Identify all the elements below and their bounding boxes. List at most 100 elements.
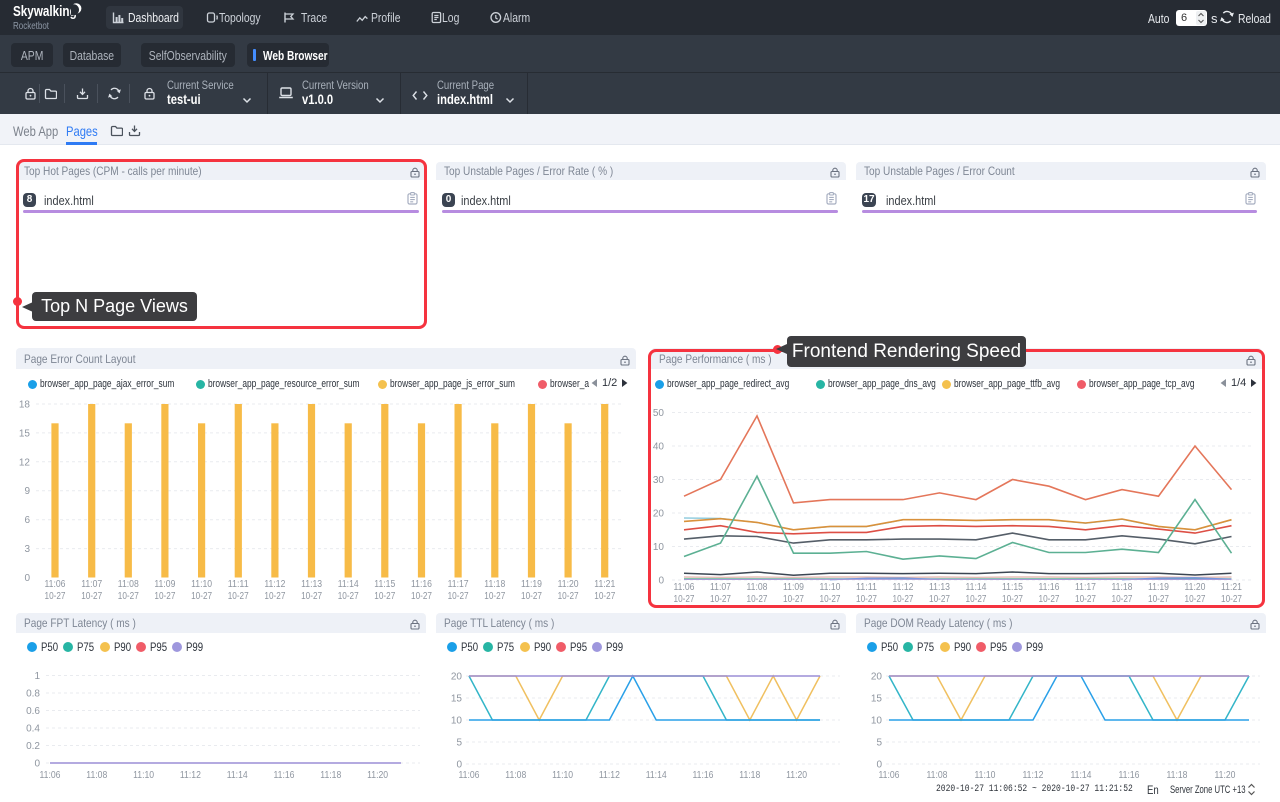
- svg-text:11:12: 11:12: [599, 770, 620, 781]
- svg-text:11:06: 11:06: [40, 770, 61, 781]
- svg-text:10-27: 10-27: [191, 591, 212, 602]
- svg-text:9: 9: [24, 486, 30, 497]
- svg-text:11:10: 11:10: [975, 770, 996, 781]
- svg-text:11:14: 11:14: [338, 579, 359, 590]
- svg-text:11:20: 11:20: [367, 770, 388, 781]
- svg-text:10-27: 10-27: [674, 594, 695, 605]
- svg-text:11:20: 11:20: [1215, 770, 1236, 781]
- svg-text:11:13: 11:13: [929, 582, 950, 593]
- svg-text:10-27: 10-27: [1221, 594, 1242, 605]
- svg-text:11:14: 11:14: [966, 582, 987, 593]
- svg-text:11:16: 11:16: [693, 770, 714, 781]
- svg-text:10-27: 10-27: [747, 594, 768, 605]
- svg-text:10-27: 10-27: [45, 591, 66, 602]
- svg-text:1: 1: [34, 671, 40, 682]
- svg-text:20: 20: [653, 509, 665, 520]
- svg-text:30: 30: [653, 475, 665, 486]
- svg-text:40: 40: [653, 442, 665, 453]
- svg-text:11:20: 11:20: [786, 770, 807, 781]
- svg-text:10: 10: [653, 542, 665, 553]
- svg-text:11:08: 11:08: [747, 582, 768, 593]
- svg-text:11:08: 11:08: [927, 770, 948, 781]
- svg-text:11:16: 11:16: [274, 770, 295, 781]
- svg-text:10-27: 10-27: [1002, 594, 1023, 605]
- svg-text:11:09: 11:09: [783, 582, 804, 593]
- svg-text:10-27: 10-27: [929, 594, 950, 605]
- svg-text:11:18: 11:18: [739, 770, 760, 781]
- svg-text:11:20: 11:20: [1185, 582, 1206, 593]
- svg-text:20: 20: [451, 672, 463, 683]
- svg-text:10-27: 10-27: [856, 594, 877, 605]
- svg-text:15: 15: [871, 694, 883, 705]
- svg-text:11:20: 11:20: [558, 579, 579, 590]
- svg-text:11:12: 11:12: [1023, 770, 1044, 781]
- svg-text:11:21: 11:21: [594, 579, 615, 590]
- svg-text:11:08: 11:08: [118, 579, 139, 590]
- svg-text:10: 10: [871, 716, 883, 727]
- svg-text:10-27: 10-27: [338, 591, 359, 602]
- svg-text:11:19: 11:19: [1148, 582, 1169, 593]
- svg-text:11:15: 11:15: [374, 579, 395, 590]
- svg-text:20: 20: [871, 672, 883, 683]
- svg-text:11:06: 11:06: [459, 770, 480, 781]
- svg-text:10-27: 10-27: [264, 591, 285, 602]
- svg-text:11:17: 11:17: [1075, 582, 1096, 593]
- svg-text:11:06: 11:06: [45, 579, 66, 590]
- svg-text:10-27: 10-27: [783, 594, 804, 605]
- svg-text:11:12: 11:12: [264, 579, 285, 590]
- svg-text:11:18: 11:18: [484, 579, 505, 590]
- svg-text:11:16: 11:16: [411, 579, 432, 590]
- svg-text:11:08: 11:08: [86, 770, 107, 781]
- svg-text:3: 3: [24, 544, 30, 555]
- svg-text:10-27: 10-27: [710, 594, 731, 605]
- svg-text:11:15: 11:15: [1002, 582, 1023, 593]
- svg-text:10: 10: [451, 716, 463, 727]
- svg-text:10-27: 10-27: [374, 591, 395, 602]
- svg-text:11:06: 11:06: [879, 770, 900, 781]
- svg-text:11:14: 11:14: [646, 770, 667, 781]
- svg-text:10-27: 10-27: [1185, 594, 1206, 605]
- svg-text:11:14: 11:14: [1071, 770, 1092, 781]
- svg-text:10-27: 10-27: [301, 591, 322, 602]
- svg-text:11:18: 11:18: [320, 770, 341, 781]
- svg-text:11:10: 11:10: [820, 582, 841, 593]
- svg-text:10-27: 10-27: [411, 591, 432, 602]
- svg-text:11:12: 11:12: [180, 770, 201, 781]
- svg-text:50: 50: [653, 408, 665, 419]
- svg-text:11:14: 11:14: [227, 770, 248, 781]
- svg-text:11:18: 11:18: [1112, 582, 1133, 593]
- svg-text:11:18: 11:18: [1167, 770, 1188, 781]
- svg-text:11:06: 11:06: [674, 582, 695, 593]
- svg-text:11:16: 11:16: [1119, 770, 1140, 781]
- svg-text:10-27: 10-27: [820, 594, 841, 605]
- svg-text:0.8: 0.8: [26, 689, 40, 700]
- svg-text:11:10: 11:10: [133, 770, 154, 781]
- svg-text:10-27: 10-27: [81, 591, 102, 602]
- svg-text:11:09: 11:09: [154, 579, 175, 590]
- svg-text:11:11: 11:11: [228, 579, 249, 590]
- svg-text:10-27: 10-27: [118, 591, 139, 602]
- svg-text:11:21: 11:21: [1221, 582, 1242, 593]
- svg-text:11:07: 11:07: [81, 579, 102, 590]
- svg-text:10-27: 10-27: [1112, 594, 1133, 605]
- svg-text:18: 18: [19, 400, 31, 411]
- svg-text:0: 0: [24, 573, 30, 584]
- svg-text:10-27: 10-27: [1075, 594, 1096, 605]
- svg-text:0.2: 0.2: [26, 741, 40, 752]
- svg-text:11:11: 11:11: [856, 582, 877, 593]
- svg-text:10-27: 10-27: [893, 594, 914, 605]
- svg-text:0: 0: [658, 576, 664, 587]
- svg-text:0.4: 0.4: [26, 724, 40, 735]
- svg-text:11:16: 11:16: [1039, 582, 1060, 593]
- svg-text:10-27: 10-27: [558, 591, 579, 602]
- svg-text:11:19: 11:19: [521, 579, 542, 590]
- svg-text:6: 6: [24, 515, 30, 526]
- svg-text:12: 12: [19, 457, 31, 468]
- svg-text:11:10: 11:10: [191, 579, 212, 590]
- svg-text:10-27: 10-27: [1148, 594, 1169, 605]
- svg-text:0: 0: [34, 759, 40, 770]
- svg-text:10-27: 10-27: [1039, 594, 1060, 605]
- svg-text:5: 5: [456, 738, 462, 749]
- svg-text:5: 5: [876, 738, 882, 749]
- svg-text:10-27: 10-27: [484, 591, 505, 602]
